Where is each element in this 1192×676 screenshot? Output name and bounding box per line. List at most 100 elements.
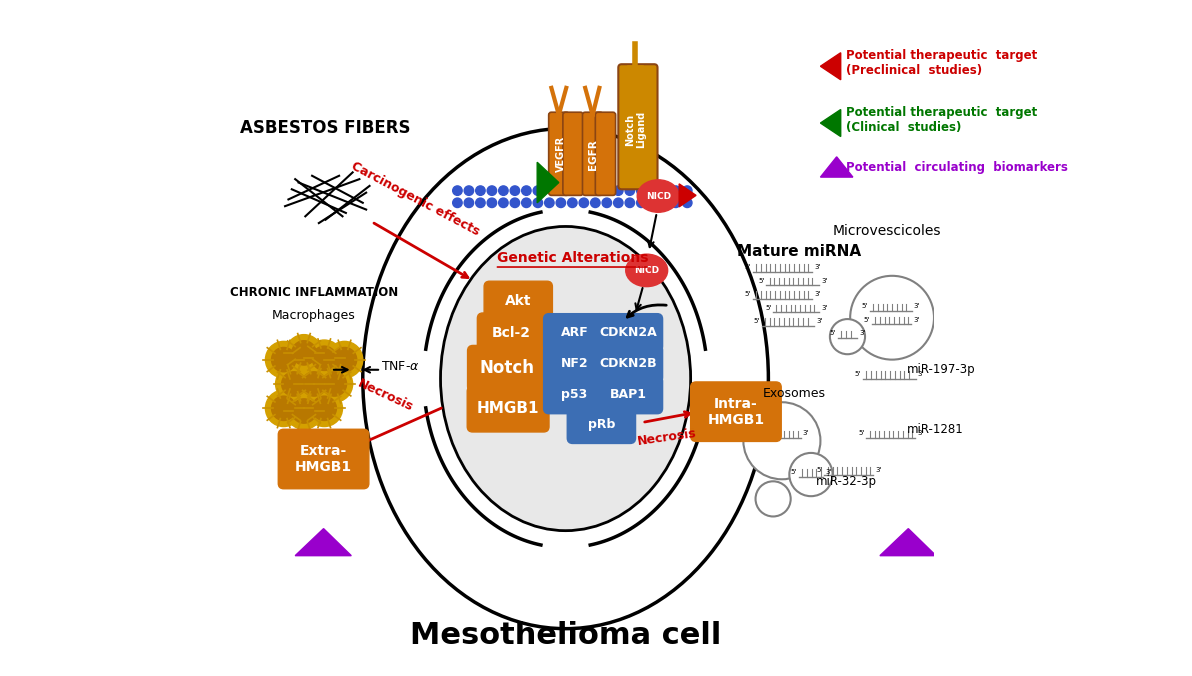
Circle shape [590,198,600,208]
Circle shape [579,198,589,208]
Circle shape [756,481,790,516]
Text: pRb: pRb [588,418,615,431]
Text: 3': 3' [817,318,822,324]
Circle shape [602,183,611,192]
Circle shape [327,341,362,378]
Text: 5': 5' [765,305,771,310]
Polygon shape [820,157,853,177]
Circle shape [567,183,577,192]
Circle shape [312,396,336,420]
Circle shape [590,183,600,192]
Circle shape [488,186,497,195]
Circle shape [614,186,623,195]
Text: 5': 5' [790,469,797,475]
Polygon shape [679,184,696,207]
Circle shape [522,198,532,208]
Text: Potential therapeutic  target
(Preclinical  studies): Potential therapeutic target (Preclinica… [846,49,1037,77]
Text: ASBESTOS FIBERS: ASBESTOS FIBERS [241,120,411,137]
Text: Necrosis: Necrosis [637,427,697,448]
FancyBboxPatch shape [690,382,781,441]
Text: 5': 5' [758,278,764,283]
Text: 5': 5' [745,264,751,270]
Circle shape [464,198,473,208]
Text: 5': 5' [753,318,759,324]
FancyBboxPatch shape [567,406,635,443]
Circle shape [498,198,508,208]
Circle shape [522,186,532,195]
Text: 3': 3' [803,431,809,436]
Circle shape [683,198,693,208]
Text: Microvescicoles: Microvescicoles [832,224,940,238]
Text: TNF-$\alpha$: TNF-$\alpha$ [381,360,420,372]
FancyBboxPatch shape [595,314,663,352]
Text: NICD: NICD [634,266,659,275]
FancyBboxPatch shape [467,386,550,432]
Text: Akt: Akt [505,294,532,308]
Text: miR-1281: miR-1281 [907,422,963,435]
Text: 5': 5' [855,371,861,377]
Circle shape [533,186,542,195]
Text: 5': 5' [858,431,864,436]
Text: Potential therapeutic  target
(Clinical  studies): Potential therapeutic target (Clinical s… [846,106,1037,135]
Circle shape [637,198,646,208]
Circle shape [648,186,658,195]
Text: 3': 3' [814,291,821,297]
Text: 5': 5' [864,317,870,322]
Text: 3': 3' [913,317,919,322]
Text: 3': 3' [875,467,882,473]
Circle shape [830,319,865,354]
Text: 5': 5' [817,467,822,473]
Polygon shape [296,529,352,556]
Text: 3': 3' [821,305,827,310]
Polygon shape [820,110,840,137]
Circle shape [602,198,611,208]
Text: Ligand: Ligand [637,111,646,149]
Circle shape [316,366,353,402]
Circle shape [659,198,669,208]
Circle shape [671,186,681,195]
Text: Mature miRNA: Mature miRNA [737,244,861,259]
Circle shape [453,186,462,195]
Text: Bcl-2: Bcl-2 [492,326,530,339]
Polygon shape [538,162,559,203]
Circle shape [306,340,342,377]
Circle shape [545,198,554,208]
Circle shape [625,198,634,208]
FancyBboxPatch shape [563,112,583,195]
Text: NICD: NICD [646,191,671,201]
Circle shape [286,335,322,371]
Text: miR-32-3p: miR-32-3p [815,475,876,487]
Circle shape [322,372,347,396]
Circle shape [296,366,333,402]
Circle shape [464,186,473,195]
Text: 3': 3' [918,371,924,377]
Text: Mesothelioma cell: Mesothelioma cell [410,621,721,650]
Text: BAP1: BAP1 [610,388,647,402]
FancyBboxPatch shape [544,376,606,414]
Circle shape [476,186,485,195]
Text: EGFR: EGFR [589,139,598,170]
Circle shape [648,198,658,208]
Text: 3': 3' [814,264,821,270]
Text: Notch: Notch [625,114,635,146]
Circle shape [306,390,342,427]
Circle shape [266,390,302,427]
Circle shape [488,198,497,208]
Circle shape [302,372,327,396]
Text: 3': 3' [821,278,827,283]
Text: p53: p53 [561,388,588,402]
Circle shape [476,198,485,208]
Text: ARF: ARF [560,326,588,339]
Text: Notch: Notch [479,360,534,377]
Circle shape [567,198,577,208]
Text: VEGFR: VEGFR [555,136,566,172]
Text: Genetic Alterations: Genetic Alterations [497,251,648,265]
Text: 5': 5' [830,331,836,336]
Text: Carcinogenic effects: Carcinogenic effects [349,159,482,238]
FancyBboxPatch shape [544,345,606,383]
FancyBboxPatch shape [544,314,606,352]
Circle shape [557,198,565,208]
Text: Potential  circulating  biomarkers: Potential circulating biomarkers [846,161,1068,174]
Text: 5': 5' [745,291,751,297]
Circle shape [579,183,589,192]
